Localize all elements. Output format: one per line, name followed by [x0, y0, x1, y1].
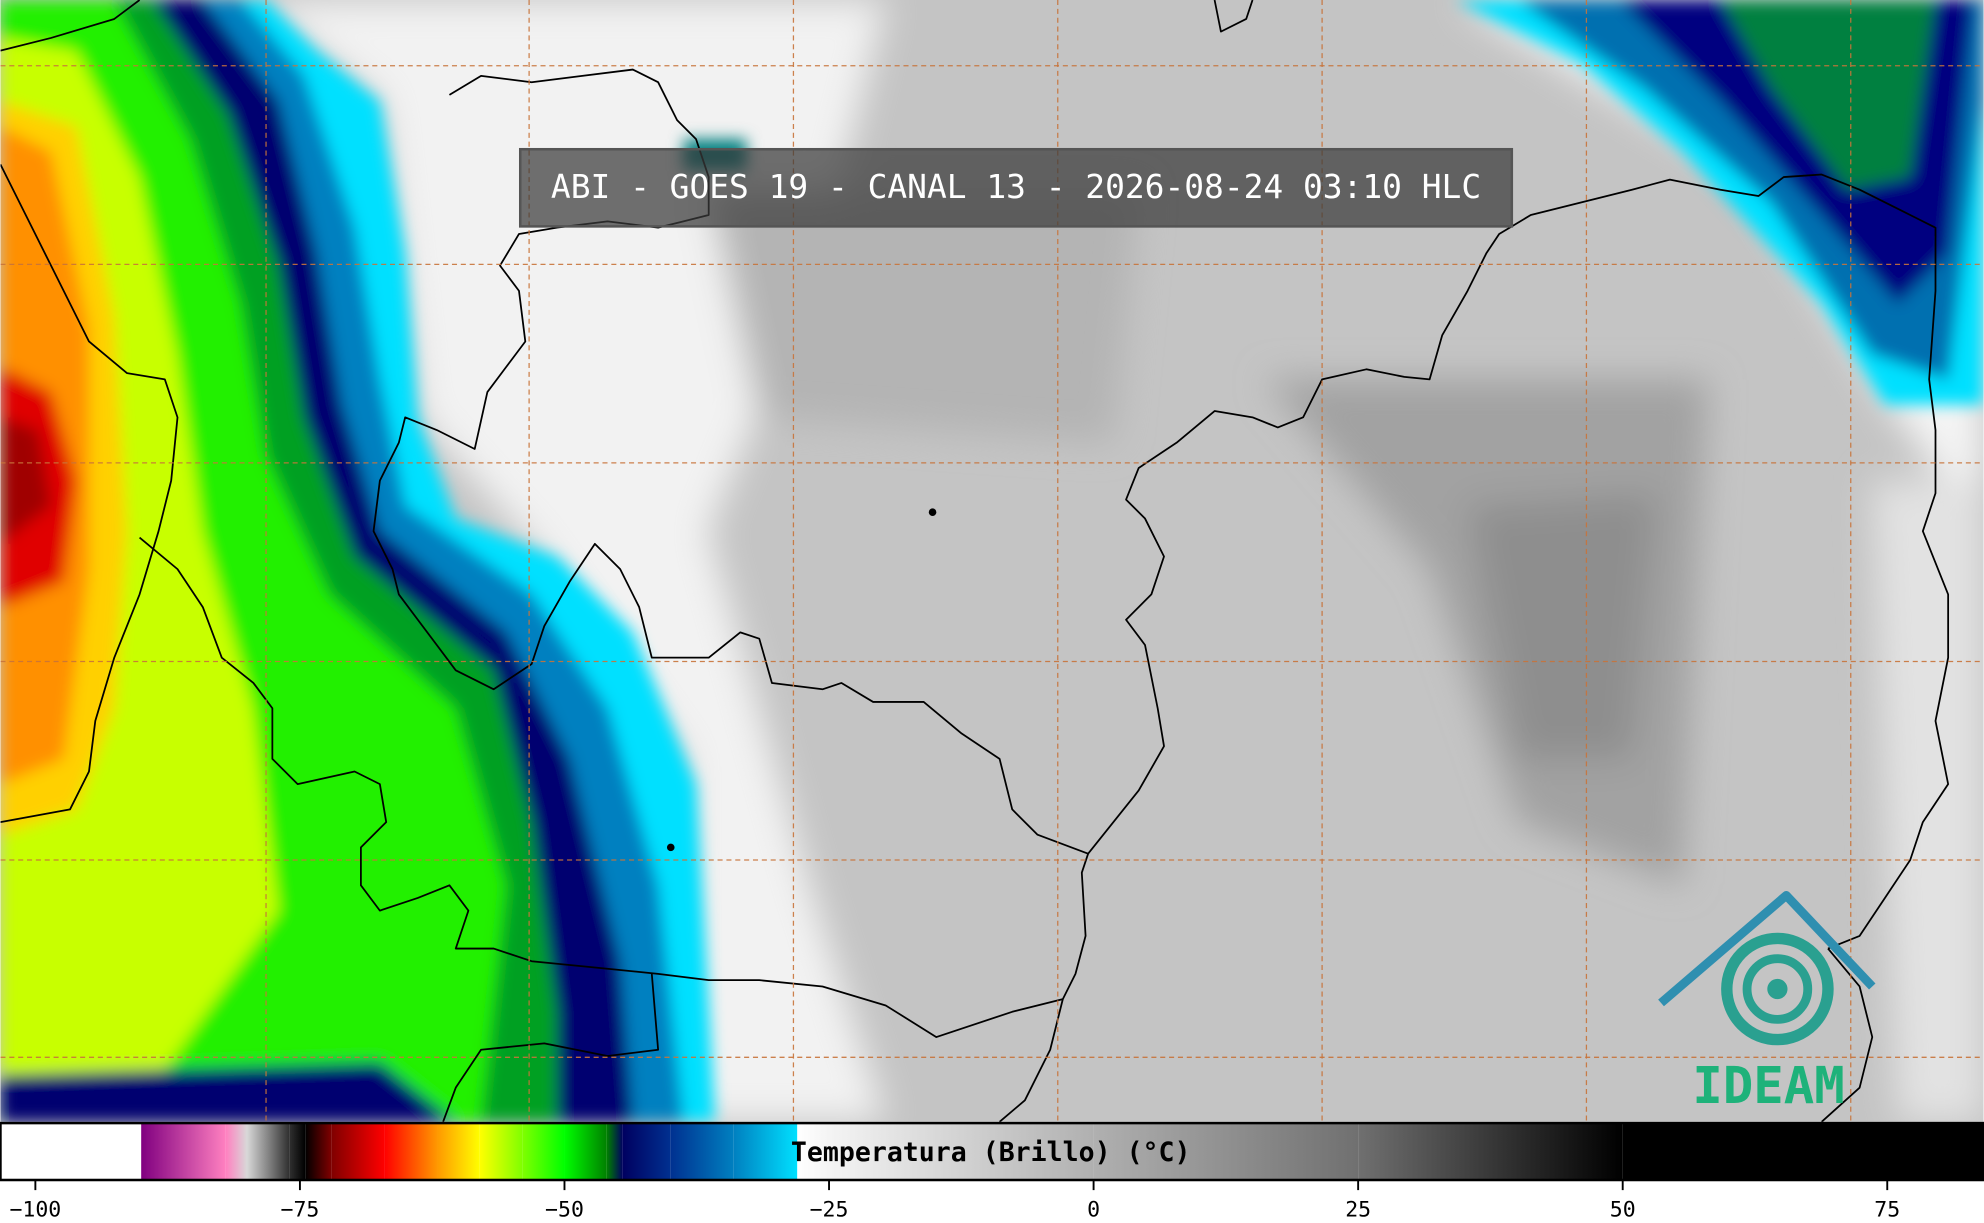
colorbar-label: Temperatura (Brillo) (°C) — [791, 1137, 1191, 1168]
colorbar-segment — [522, 1123, 565, 1180]
colorbar-segment — [479, 1123, 523, 1180]
x-tick-label: 25 — [1345, 1197, 1371, 1222]
colorbar-segment — [797, 1123, 830, 1180]
colorbar-segment — [305, 1123, 332, 1180]
satellite-image — [0, 0, 1984, 1122]
x-tick-label: −25 — [810, 1197, 849, 1222]
colorbar-segment — [1093, 1123, 1359, 1180]
x-tick-label: 50 — [1610, 1197, 1636, 1222]
colorbar-segment — [564, 1123, 607, 1180]
colorbar-segment — [247, 1123, 290, 1180]
colorbar-segment — [829, 1123, 1094, 1180]
x-tick-label: 0 — [1087, 1197, 1100, 1222]
colorbar-segment — [384, 1123, 438, 1180]
colorbar-segment — [1358, 1123, 1623, 1180]
city-marker — [666, 843, 675, 852]
x-tick-label: 75 — [1874, 1197, 1900, 1222]
city-marker — [928, 508, 937, 517]
colorbar-segment — [1622, 1123, 1984, 1180]
colorbar-segment — [670, 1123, 734, 1180]
colorbar-segment — [289, 1123, 306, 1180]
colorbar-segment — [225, 1123, 248, 1180]
colorbar-segment — [437, 1123, 480, 1180]
colorbar-segment — [331, 1123, 385, 1180]
x-tick-label: −100 — [9, 1197, 61, 1222]
colorbar-segment — [0, 1123, 142, 1180]
x-tick-label: −50 — [545, 1197, 584, 1222]
colorbar-segment — [606, 1123, 623, 1180]
ideam-logo: IDEAM — [1658, 891, 1876, 1115]
title-box — [518, 147, 1514, 228]
colorbar-segment — [141, 1123, 226, 1180]
x-tick-label: −75 — [281, 1197, 320, 1222]
colorbar-segment — [622, 1123, 671, 1180]
title: ABI - GOES 19 - CANAL 13 - 2026-08-24 03… — [551, 167, 1481, 206]
colorbar-segment — [733, 1123, 798, 1180]
colorbar — [0, 1123, 1984, 1180]
logo-text: IDEAM — [1692, 1056, 1844, 1115]
